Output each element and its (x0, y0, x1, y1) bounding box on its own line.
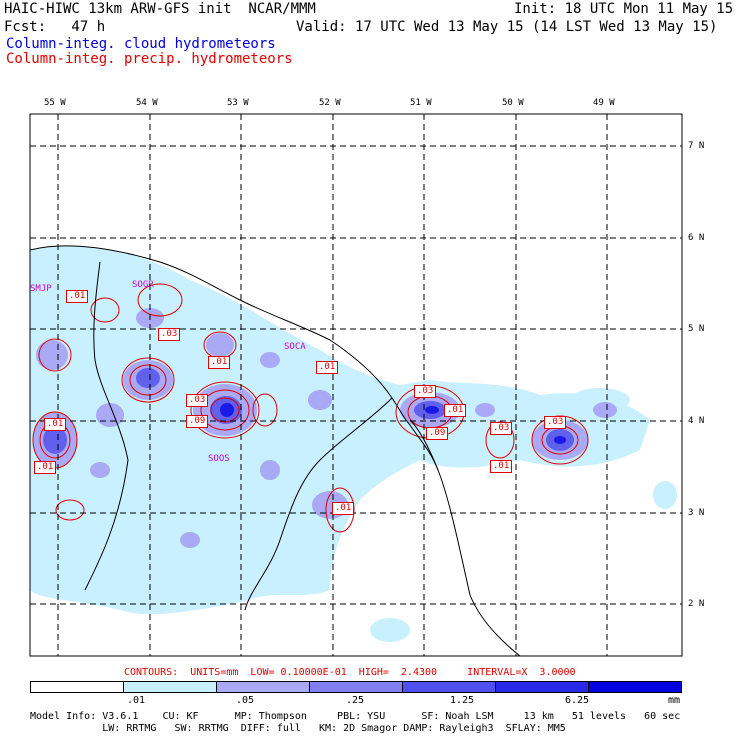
lon-label: 53 W (227, 98, 249, 108)
lat-label: 3 N (688, 508, 705, 518)
model-info-line2: LW: RRTMG SW: RRTMG DIFF: full KM: 2D Sm… (30, 723, 566, 734)
field-precip-label: Column-integ. precip. hydrometeors (6, 51, 293, 67)
scale-tick: 1.25 (450, 695, 475, 706)
contour-label: .03 (544, 416, 567, 429)
coastline (30, 245, 521, 656)
scale-segment (216, 682, 309, 692)
scale-segment (588, 682, 681, 692)
contour-label: .09 (186, 415, 209, 428)
scale-segment (495, 682, 588, 692)
scale-segment (31, 682, 123, 692)
contour-label: .03 (158, 328, 181, 341)
contour-label: .01 (208, 356, 231, 369)
lat-label: 7 N (688, 141, 705, 151)
contour-label: .03 (186, 394, 209, 407)
lat-label: 4 N (688, 416, 705, 426)
station-label: SOGR (132, 280, 154, 290)
scale-tick: .05 (236, 695, 255, 706)
scale-tick: .01 (127, 695, 146, 706)
station-label: SMJP (30, 284, 52, 294)
color-scale-bar (30, 681, 682, 693)
forecast-hour: Fcst: 47 h (4, 19, 106, 35)
station-label: SOCA (284, 342, 306, 352)
field-cloud-label: Column-integ. cloud hydrometeors (6, 36, 276, 52)
contour-label: .01 (34, 461, 57, 474)
scale-segment (402, 682, 495, 692)
contour-label: .01 (490, 460, 513, 473)
lat-lon-grid (30, 114, 682, 656)
scale-segment (309, 682, 402, 692)
plot-title: HAIC-HIWC 13km ARW-GFS init NCAR/MMM (4, 1, 316, 17)
scale-tick: .25 (346, 695, 365, 706)
lon-label: 54 W (136, 98, 158, 108)
lat-label: 6 N (688, 233, 705, 243)
contour-label: .09 (426, 427, 449, 440)
contour-info: CONTOURS: UNITS=mm LOW= 0.10000E-01 HIGH… (124, 667, 576, 678)
contour-label: .01 (44, 418, 67, 431)
contour-label: .01 (66, 290, 89, 303)
scale-unit: mm (668, 695, 681, 706)
lat-label: 5 N (688, 324, 705, 334)
contour-label: .01 (316, 361, 339, 374)
lat-label: 2 N (688, 599, 705, 609)
init-time: Init: 18 UTC Mon 11 May 15 (514, 1, 734, 17)
lon-label: 52 W (319, 98, 341, 108)
scale-segment (123, 682, 216, 692)
lon-label: 50 W (502, 98, 524, 108)
contour-label: .03 (490, 422, 513, 435)
scale-tick: 6.25 (565, 695, 590, 706)
model-info-line1: Model Info: V3.6.1 CU: KF MP: Thompson P… (30, 711, 681, 722)
lon-label: 51 W (410, 98, 432, 108)
map-frame (29, 113, 683, 657)
contour-label: .01 (444, 404, 467, 417)
contour-label: .01 (332, 502, 355, 515)
lon-label: 55 W (44, 98, 66, 108)
shaded-fields (30, 246, 677, 642)
station-label: SOOS (208, 454, 230, 464)
lon-label: 49 W (593, 98, 615, 108)
contour-label: .03 (414, 385, 437, 398)
valid-time: Valid: 17 UTC Wed 13 May 15 (14 LST Wed … (296, 19, 718, 35)
